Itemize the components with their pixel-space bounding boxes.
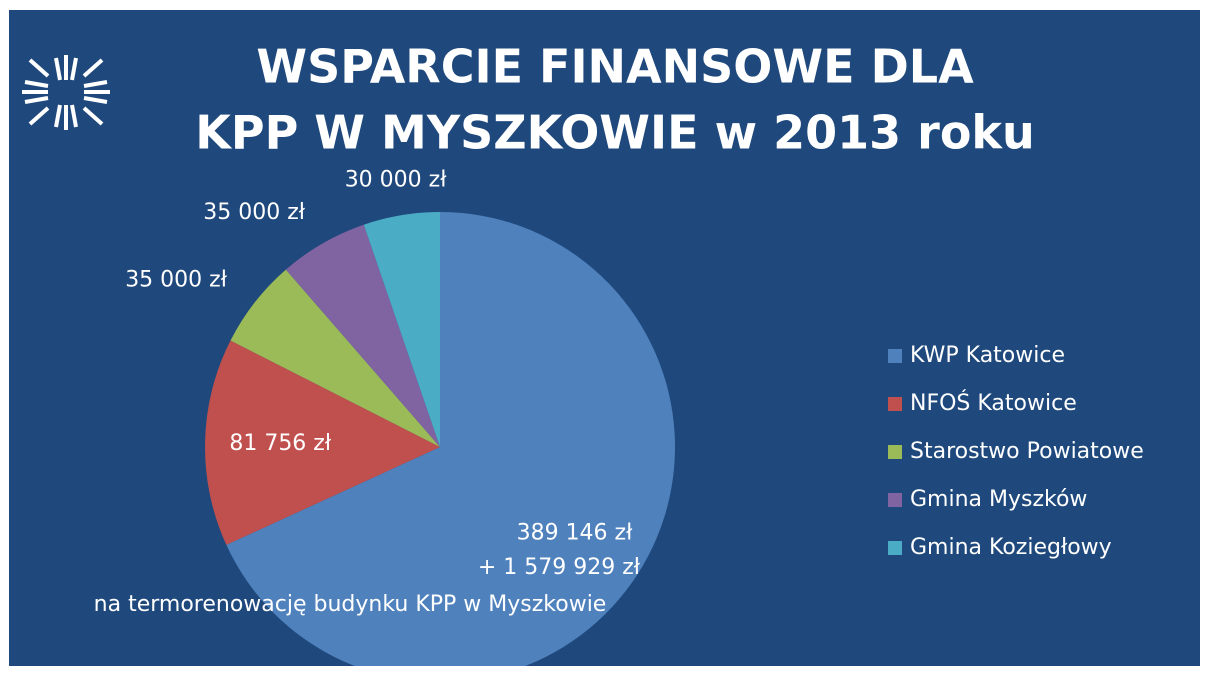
legend-label: Gmina Myszków — [910, 487, 1087, 512]
data-label: 81 756 zł — [229, 431, 332, 456]
legend-swatch — [888, 397, 902, 411]
data-label: 389 146 zł — [517, 520, 634, 545]
legend-swatch — [888, 445, 902, 459]
legend-label: Starostwo Powiatowe — [910, 439, 1144, 464]
data-label: 35 000 zł — [125, 268, 228, 293]
legend-swatch — [888, 493, 902, 507]
pie-slice — [285, 224, 440, 447]
chart-title: WSPARCIE FINANSOWE DLA — [256, 40, 974, 94]
pie-slice — [363, 212, 440, 447]
legend-label: KWP Katowice — [910, 343, 1065, 368]
pie — [204, 212, 676, 666]
legend-swatch — [888, 349, 902, 363]
annotation: na termorenowację budynku KPP w Myszkowi… — [94, 592, 607, 617]
legend-swatch — [888, 541, 902, 555]
pie-slice — [226, 212, 676, 666]
chart-title: KPP W MYSZKOWIE w 2013 roku — [195, 106, 1035, 160]
legend: KWP Katowice NFOŚ Katowice Starostwo Powia… — [888, 343, 1144, 560]
pie-slice — [230, 269, 440, 447]
data-label: 35 000 zł — [203, 200, 306, 225]
logo — [22, 55, 110, 130]
data-label: 30 000 zł — [345, 167, 448, 192]
pie-slice — [204, 340, 440, 545]
legend-label: Gmina Koziegłowy — [910, 535, 1112, 560]
legend-label: NFOŚ Katowice — [910, 390, 1077, 416]
annotation: + 1 579 929 zł — [478, 555, 641, 580]
